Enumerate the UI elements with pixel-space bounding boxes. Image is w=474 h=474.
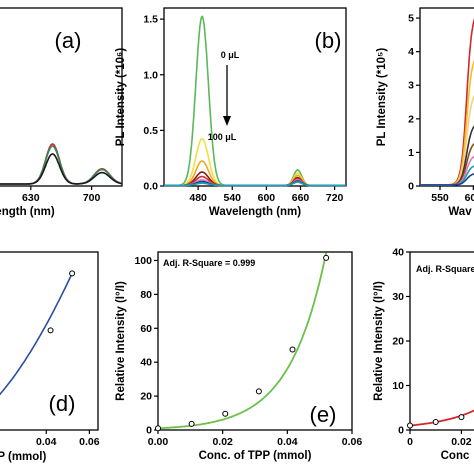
panel-b-y-axis-label: PL Intensity (*10⁶) [115, 48, 127, 147]
panel-d-fit-curve [0, 273, 73, 396]
panel-e-y-tick-label: 80 [140, 289, 152, 301]
panel-b-label: (b) [315, 28, 342, 53]
panel-d-data-point [69, 270, 76, 277]
panel-f-x-axis-label: Conc [441, 450, 470, 462]
panel-b-series-line [164, 181, 346, 187]
panel-f-y-axis-label: Relative Intensity (I°/I) [373, 281, 385, 401]
panel-d-x-axis-label: PP (mmol) [0, 451, 46, 463]
panel-e-x-axis-label: Conc. of TPP (mmol) [199, 450, 312, 462]
panel-e-data-point [222, 410, 229, 417]
panel-b-arrow-head [223, 116, 231, 126]
panel-b-x-tick-label: 600 [258, 192, 276, 204]
panel-e-fit-curve [157, 252, 327, 430]
panel-f: 0 0.02 0 10 20 30 40 Relative Intensity (I°/I) C… [373, 247, 474, 462]
panel-f-data-point [432, 418, 439, 425]
panel-c-y-tick-label: 1 [408, 147, 414, 159]
panel-e-y-axis-label: Relative Intensity (I°/I) [115, 281, 127, 401]
panel-e-data-point [155, 425, 161, 432]
panel-f-y-tick-label: 30 [392, 291, 404, 303]
panel-e-y-tick-label: 60 [140, 323, 152, 335]
panel-f-annotation: Adj. R-Square [416, 264, 474, 274]
panel-f-x-tick-label: 0 [407, 436, 413, 448]
panel-f-fit-curve [409, 409, 474, 427]
panel-a-label: (a) [55, 28, 82, 53]
panel-c-y-tick-label: 3 [408, 80, 414, 92]
panel-c-y-axis-label: PL Intensity (*10⁵) [376, 48, 388, 147]
panel-f-data-point [458, 414, 465, 421]
panel-e-y-tick-label: 0 [146, 425, 152, 437]
panel-f-x-tick-label: 0.02 [451, 436, 472, 448]
panel-b: 480 540 600 660 720 0.0 0.5 1.0 1.5 PL Intensity … [115, 7, 347, 218]
panel-d-label: (d) [49, 391, 76, 416]
panel-b-y-tick-label: 0.5 [143, 125, 158, 137]
panel-f-y-tick-label: 10 [392, 380, 404, 392]
panel-e-data-point [323, 254, 330, 261]
panel-a-series-line [0, 145, 123, 185]
panel-a-frame [0, 7, 123, 187]
panel-e-data-point [289, 346, 296, 353]
panel-b-x-tick-label: 540 [223, 192, 241, 204]
panel-c-y-tick-label: 0 [408, 181, 414, 193]
panel-e-y-tick-label: 40 [140, 357, 152, 369]
panel-c-x-tick-label: 600 [465, 192, 474, 204]
panel-d-data-point [47, 327, 54, 334]
panel-d-x-tick-label: 0.06 [79, 436, 100, 448]
panel-b-x-axis-label: Wavelength (nm) [209, 206, 301, 218]
panel-e-annotation: Adj. R-Square = 0.999 [163, 258, 255, 268]
panel-e-x-tick-label: 0.06 [342, 436, 363, 448]
panel-c-series-line [420, 173, 474, 186]
panel-b-y-tick-label: 1.0 [143, 69, 158, 81]
panel-b-x-tick-label: 480 [189, 192, 207, 204]
panel-c-x-tick-label: 550 [431, 192, 449, 204]
panel-c-y-tick-label: 2 [408, 113, 414, 125]
panel-a-x-tick-label: 630 [22, 192, 40, 204]
panel-d-frame [0, 251, 99, 431]
panel-c-frame [419, 7, 474, 187]
panel-e-frame [157, 251, 353, 431]
panel-b-x-tick-label: 720 [326, 192, 344, 204]
panel-a-series-line [0, 153, 123, 185]
panel-f-data-point [407, 422, 413, 429]
panel-f-y-tick-label: 20 [392, 336, 404, 348]
panel-e-x-tick-label: 0.02 [212, 436, 233, 448]
panel-e-label: (e) [310, 402, 337, 427]
panel-f-y-tick-label: 0 [398, 425, 404, 437]
panel-e-data-point [188, 420, 195, 427]
panel-b-y-tick-label: 1.5 [143, 14, 158, 26]
panel-e-y-tick-label: 100 [134, 255, 152, 267]
panel-b-annotation-top: 0 μL [221, 50, 240, 60]
panel-e: 0.00 0.02 0.04 0.06 0 20 40 60 80 100 Relative Int… [115, 251, 363, 462]
panel-c-x-axis-label: Wav [448, 206, 472, 218]
panel-c: 550 600 0 1 2 3 4 5 PL Intensity (*10⁵) Wav [376, 7, 474, 218]
panel-c-y-tick-label: 5 [408, 13, 414, 25]
panel-f-y-tick-label: 40 [392, 247, 404, 259]
panel-d: 0.04 0.06 PP (mmol) (d) [0, 251, 100, 463]
panel-a: (a) 630 700 ength (nm) [0, 7, 123, 218]
panel-e-y-tick-label: 20 [140, 391, 152, 403]
panel-e-data-point [255, 388, 262, 395]
panel-b-annotation-bottom: 100 μL [208, 132, 237, 142]
panel-b-y-tick-label: 0.0 [143, 181, 158, 193]
panel-e-x-tick-label: 0.04 [277, 436, 298, 448]
panel-b-x-tick-label: 660 [292, 192, 310, 204]
panel-d-x-tick-label: 0.04 [36, 436, 57, 448]
panel-a-x-axis-label: ength (nm) [0, 206, 55, 218]
panel-a-x-tick-label: 700 [83, 192, 101, 204]
panel-c-y-tick-label: 4 [408, 46, 414, 58]
panel-e-x-tick-label: 0.00 [148, 436, 169, 448]
panel-f-frame [409, 251, 474, 431]
